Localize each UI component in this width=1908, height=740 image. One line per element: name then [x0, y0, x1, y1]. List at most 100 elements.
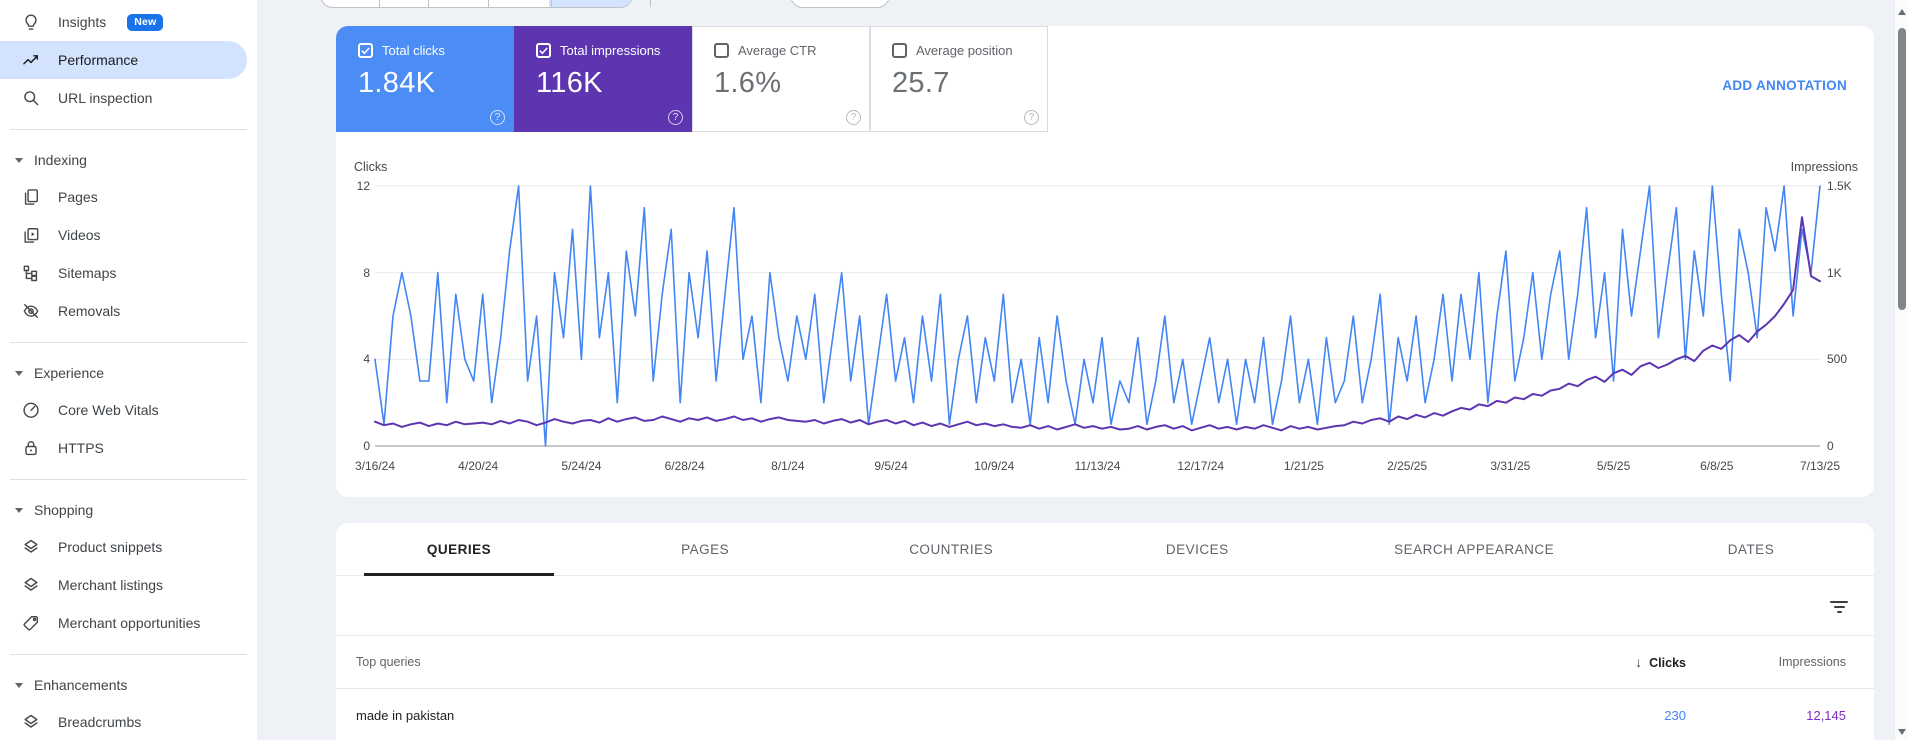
chart-plot-area[interactable]	[374, 185, 1821, 447]
sitemaps-icon	[21, 263, 41, 283]
help-icon[interactable]: ?	[1024, 110, 1039, 125]
sidebar-item-removals[interactable]: Removals	[0, 292, 257, 330]
lock-icon	[21, 438, 41, 458]
search-type-filter-chip[interactable]	[320, 0, 633, 8]
tab-search-appearance[interactable]: SEARCH APPEARANCE	[1394, 541, 1555, 557]
x-axis-tick-label: 7/13/25	[1799, 459, 1841, 473]
table-row[interactable]: made in pakistan 230 12,145	[336, 689, 1874, 740]
filter-chip-active-segment[interactable]	[549, 0, 632, 7]
metric-card-total-clicks[interactable]: Total clicks 1.84K?	[336, 26, 514, 132]
section-collapse-arrow-icon	[15, 370, 23, 376]
sidebar-item-videos[interactable]: Videos	[0, 216, 257, 254]
sidebar-item-pages[interactable]: Pages	[0, 178, 257, 216]
sidebar-item-label: Sitemaps	[58, 265, 117, 281]
right-axis-tick: 1.5K	[1827, 179, 1852, 193]
scrollbar-down-arrow[interactable]	[1898, 729, 1906, 735]
section-label: Indexing	[34, 152, 87, 168]
pages-icon	[21, 187, 41, 207]
table-header-row: Top queries ↓ Clicks Impressions	[336, 636, 1874, 689]
sidebar-item-label: Insights	[58, 14, 107, 30]
x-axis-tick-label: 10/9/24	[974, 459, 1015, 473]
sidebar-item-label: Removals	[58, 303, 121, 319]
metric-value: 1.6%	[714, 67, 782, 99]
metric-label: Total clicks	[382, 43, 445, 58]
right-axis-title: Impressions	[1790, 160, 1858, 174]
sidebar-divider	[0, 330, 257, 355]
clicks-sort-header[interactable]: ↓ Clicks	[1635, 654, 1686, 670]
sidebar-item-label: Breadcrumbs	[58, 714, 142, 730]
sidebar-section-experience[interactable]: Experience	[0, 355, 257, 391]
sidebar-item-label: Merchant listings	[58, 577, 164, 593]
sidebar-item-merchant-listings[interactable]: Merchant listings	[0, 566, 257, 604]
layers-icon	[21, 712, 41, 732]
x-axis-tick-label: 8/1/24	[771, 459, 805, 473]
add-annotation-button[interactable]: ADD ANNOTATION	[1722, 78, 1847, 93]
x-axis-tick-label: 4/20/24	[458, 459, 499, 473]
scrollbar-up-arrow[interactable]	[1898, 9, 1906, 15]
metric-label: Average CTR	[738, 43, 817, 58]
metric-checkbox[interactable]	[536, 43, 551, 58]
sidebar-item-insights[interactable]: Insights New	[0, 3, 257, 41]
sidebar-section-indexing[interactable]: Indexing	[0, 142, 257, 178]
query-cell[interactable]: made in pakistan	[356, 707, 455, 723]
top-queries-header: Top queries	[356, 655, 421, 669]
chip-divider	[379, 0, 380, 7]
tab-pages[interactable]: PAGES	[681, 541, 730, 557]
section-collapse-arrow-icon	[15, 157, 23, 163]
sidebar-item-core-web-vitals[interactable]: Core Web Vitals	[0, 391, 257, 429]
x-axis-tick-label: 2/25/25	[1387, 459, 1428, 473]
x-axis-tick-label: 3/16/24	[354, 459, 396, 473]
x-axis-tick-label: 12/17/24	[1177, 459, 1225, 473]
metric-value: 116K	[536, 67, 603, 99]
metric-card-average-ctr[interactable]: Average CTR 1.6%?	[692, 26, 870, 132]
sidebar-item-merchant-opportunities[interactable]: Merchant opportunities	[0, 604, 257, 642]
scrollbar-thumb[interactable]	[1898, 28, 1906, 310]
sidebar-item-label: HTTPS	[58, 440, 104, 456]
tab-queries[interactable]: QUERIES	[336, 523, 582, 576]
lightbulb-icon	[21, 12, 41, 32]
layers-icon	[21, 537, 41, 557]
tab-countries[interactable]: COUNTRIES	[909, 541, 994, 557]
x-axis-tick-label: 1/21/25	[1283, 459, 1324, 473]
section-collapse-arrow-icon	[15, 682, 23, 688]
metric-value: 1.84K	[358, 67, 436, 99]
sidebar-divider	[0, 642, 257, 667]
metric-checkbox[interactable]	[358, 43, 373, 58]
section-label: Experience	[34, 365, 105, 381]
sidebar-item-breadcrumbs[interactable]: Breadcrumbs	[0, 703, 257, 740]
sidebar-section-shopping[interactable]: Shopping	[0, 492, 257, 528]
timeseries-chart: Clicks Impressions 0 4 8 12 0 500 1K 1.5K 3/16…	[336, 132, 1874, 497]
sidebar-item-product-snippets[interactable]: Product snippets	[0, 528, 257, 566]
metric-value: 25.7	[892, 67, 950, 99]
tab-devices[interactable]: DEVICES	[1165, 541, 1229, 557]
sidebar-item-https[interactable]: HTTPS	[0, 429, 257, 467]
metric-card-average-position[interactable]: Average position 25.7?	[870, 26, 1048, 132]
metric-card-total-impressions[interactable]: Total impressions 116K?	[514, 26, 692, 132]
sidebar-item-performance[interactable]: Performance	[0, 41, 247, 79]
chip-divider	[488, 0, 489, 7]
page-scrollbar	[1894, 0, 1908, 740]
date-range-filter-chip[interactable]	[790, 0, 890, 8]
sidebar-item-label: Core Web Vitals	[58, 402, 159, 418]
sidebar-section-enhancements[interactable]: Enhancements	[0, 667, 257, 703]
metric-checkbox[interactable]	[892, 43, 907, 58]
new-badge: New	[127, 13, 164, 31]
table-filter-row	[336, 576, 1874, 636]
sidebar-item-label: Performance	[58, 52, 139, 68]
sidebar-item-url-inspection[interactable]: URL inspection	[0, 79, 257, 117]
help-icon[interactable]: ?	[490, 110, 505, 125]
metric-checkbox[interactable]	[714, 43, 729, 58]
x-axis-tick-label: 6/8/25	[1700, 459, 1734, 473]
impressions-header[interactable]: Impressions	[1778, 655, 1846, 669]
table-body: made in pakistan 230 12,145	[336, 689, 1874, 740]
clicks-cell: 230	[1664, 707, 1686, 723]
right-axis-tick: 0	[1827, 439, 1834, 453]
sidebar-item-label: URL inspection	[58, 90, 153, 106]
filter-list-icon[interactable]	[1826, 594, 1852, 620]
help-icon[interactable]: ?	[668, 110, 683, 125]
tab-dates[interactable]: DATES	[1727, 541, 1775, 557]
sidebar-item-sitemaps[interactable]: Sitemaps	[0, 254, 257, 292]
sidebar-item-label: Product snippets	[58, 539, 163, 555]
help-icon[interactable]: ?	[846, 110, 861, 125]
